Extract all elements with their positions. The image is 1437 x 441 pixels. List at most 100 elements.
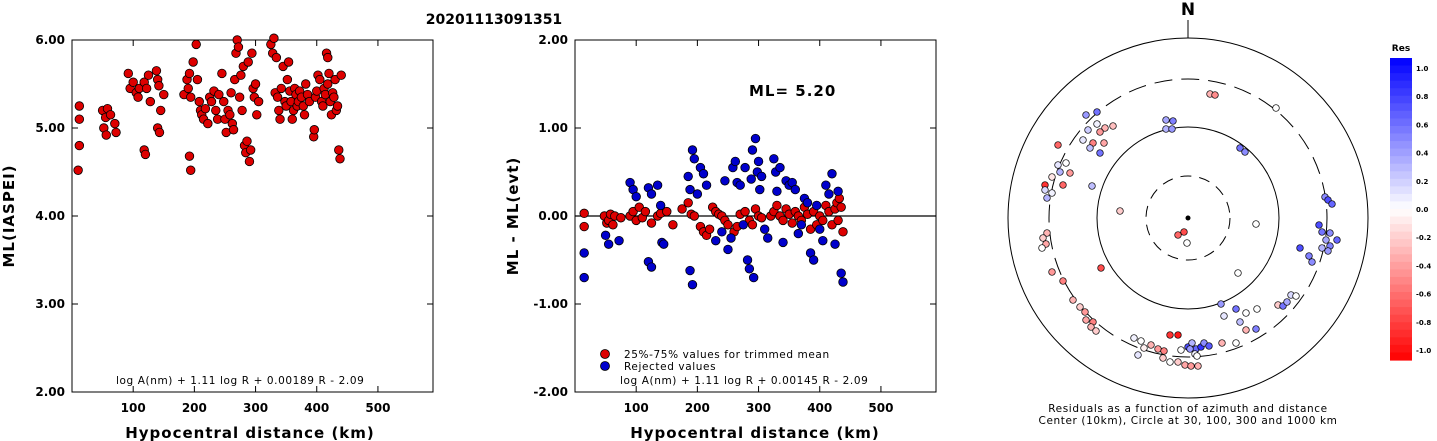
station-point xyxy=(1242,326,1250,334)
y-tick-label: 3.00 xyxy=(35,297,65,311)
data-point xyxy=(683,198,693,208)
station-point xyxy=(1079,136,1087,144)
station-point xyxy=(1086,144,1094,152)
data-point xyxy=(838,277,848,287)
ml-x-axis-label: Hypocentral distance (km) xyxy=(125,424,375,441)
station-point xyxy=(1177,346,1185,354)
data-point xyxy=(219,96,229,107)
station-point xyxy=(1174,331,1182,339)
colorbar-step xyxy=(1390,141,1412,150)
station-point xyxy=(1048,268,1056,276)
colorbar-step xyxy=(1390,231,1412,240)
ml-vs-distance-panel: 100 200 300 400 500 2.00 3.00 4.00 5.00 6.00 log… xyxy=(0,33,434,441)
x-tick-label: 300 xyxy=(243,401,268,415)
data-point xyxy=(738,220,748,230)
station-point xyxy=(1253,305,1261,313)
north-label: N xyxy=(1181,0,1195,20)
data-point xyxy=(192,74,203,85)
data-point xyxy=(687,145,698,155)
data-point xyxy=(194,96,204,107)
data-point xyxy=(772,200,782,211)
figure-title: 20201113091351 xyxy=(426,12,562,28)
data-point xyxy=(74,114,85,124)
data-point xyxy=(336,70,346,80)
data-point xyxy=(614,235,624,246)
y-tick-label: 6.00 xyxy=(35,33,65,47)
data-point xyxy=(655,200,666,211)
data-point xyxy=(723,220,733,230)
station-point xyxy=(1324,247,1332,255)
colorbar-step xyxy=(1390,133,1412,142)
data-point xyxy=(811,200,822,211)
colorbar-step xyxy=(1390,292,1412,301)
data-point xyxy=(186,165,196,175)
colorbar-step xyxy=(1390,261,1412,270)
data-point xyxy=(226,88,236,98)
y-tick-label: 1.00 xyxy=(538,121,568,135)
legend-rejected-marker xyxy=(600,361,610,371)
station-point xyxy=(1043,194,1051,202)
station-point xyxy=(1082,316,1090,324)
station-point xyxy=(1183,239,1191,247)
colorbar-step xyxy=(1390,125,1412,135)
data-point xyxy=(723,244,733,255)
colorbar-tick-label: -1.0 xyxy=(1416,347,1431,355)
y-tick-label: 5.00 xyxy=(35,121,65,135)
data-point xyxy=(646,218,657,228)
legend-trimmed-marker xyxy=(600,349,610,359)
epicenter xyxy=(1185,215,1191,221)
data-point xyxy=(123,68,133,79)
colorbar-tick-label: -0.4 xyxy=(1416,262,1431,270)
data-point xyxy=(652,180,663,190)
residual-x-axis-label: Hypocentral distance (km) xyxy=(630,424,880,441)
colorbar-step xyxy=(1390,239,1412,248)
data-point xyxy=(275,114,285,124)
station-point xyxy=(1100,139,1108,147)
data-point xyxy=(836,268,846,278)
station-point xyxy=(1092,327,1100,335)
polar-caption-line1: Residuals as a function of azimuth and d… xyxy=(1048,403,1328,415)
station-point xyxy=(1232,339,1240,347)
data-point xyxy=(711,235,721,246)
colorbar-step xyxy=(1390,95,1412,104)
colorbar-step xyxy=(1390,246,1412,255)
station-point xyxy=(1041,186,1049,194)
colorbar-step xyxy=(1390,65,1412,74)
data-point xyxy=(756,213,767,223)
data-point xyxy=(110,118,120,129)
colorbar-tick-label: -0.6 xyxy=(1416,291,1431,299)
data-point xyxy=(159,89,169,100)
station-point xyxy=(1093,108,1101,116)
data-point xyxy=(105,110,116,120)
x-tick-label: 100 xyxy=(121,401,146,415)
station-point xyxy=(1162,125,1170,133)
colorbar-tick-label: 0.0 xyxy=(1416,206,1429,214)
data-point xyxy=(833,186,843,197)
colorbar-step xyxy=(1390,352,1412,361)
colorbar-step xyxy=(1390,284,1412,293)
station-point xyxy=(1069,296,1077,304)
colorbar-tick-label: 0.2 xyxy=(1416,178,1429,186)
data-point xyxy=(287,114,297,124)
data-point xyxy=(74,140,85,151)
data-point xyxy=(704,224,715,234)
station-point xyxy=(1193,352,1201,360)
ml-y-ticks: 2.00 3.00 4.00 5.00 6.00 xyxy=(35,33,433,399)
data-point xyxy=(133,92,143,102)
station-point xyxy=(1187,362,1195,370)
data-point xyxy=(272,92,283,102)
station-point xyxy=(1166,331,1174,339)
ml-value-label: ML= 5.20 xyxy=(749,82,836,100)
legend-trimmed-label: 25%-75% values for trimmed mean xyxy=(624,349,830,361)
data-point xyxy=(151,66,162,76)
colorbar-step xyxy=(1390,224,1412,233)
colorbar-tick-label: 0.4 xyxy=(1416,150,1429,158)
colorbar-step xyxy=(1390,209,1412,218)
data-point xyxy=(720,176,730,186)
data-point xyxy=(815,224,825,234)
station-point xyxy=(1137,337,1145,345)
data-point xyxy=(744,264,755,274)
station-point xyxy=(1318,228,1326,236)
data-point xyxy=(154,127,165,138)
